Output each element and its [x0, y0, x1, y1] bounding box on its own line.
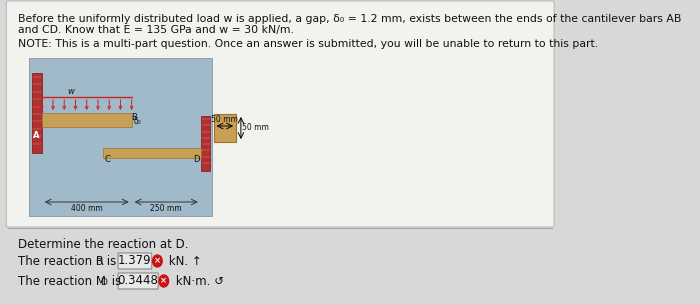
Text: D: D: [193, 155, 200, 164]
Circle shape: [153, 255, 162, 267]
Text: Before the uniformly distributed load w is applied, a gap, δ₀ = 1.2 mm, exists b: Before the uniformly distributed load w …: [18, 14, 681, 24]
Text: NOTE: This is a multi-part question. Once an answer is submitted, you will be un: NOTE: This is a multi-part question. Onc…: [18, 39, 598, 49]
Circle shape: [159, 275, 169, 287]
Text: 50 mm: 50 mm: [242, 124, 270, 132]
Bar: [214, 114, 236, 142]
Text: and CD. Know that E = 135 GPa and w = 30 kN/m.: and CD. Know that E = 135 GPa and w = 30…: [18, 25, 293, 35]
Bar: [29, 58, 212, 216]
Text: 50 mm: 50 mm: [211, 115, 238, 124]
Text: The reaction M: The reaction M: [18, 275, 106, 288]
FancyBboxPatch shape: [6, 1, 554, 227]
Text: 400 mm: 400 mm: [71, 204, 103, 213]
Bar: [32, 73, 42, 153]
Text: δ₀: δ₀: [134, 117, 142, 126]
Bar: [103, 148, 201, 158]
FancyBboxPatch shape: [118, 273, 158, 289]
Bar: [42, 113, 132, 127]
Text: Determine the reaction at D.: Determine the reaction at D.: [18, 238, 188, 251]
Text: ×: ×: [154, 257, 161, 265]
Text: is: is: [108, 275, 121, 288]
Text: C: C: [104, 155, 111, 164]
Text: ×: ×: [160, 277, 167, 285]
Text: D: D: [96, 258, 102, 267]
Text: 1.379: 1.379: [118, 254, 152, 267]
FancyBboxPatch shape: [118, 253, 152, 269]
Text: A: A: [33, 131, 39, 140]
Text: kN. ↑: kN. ↑: [165, 255, 202, 268]
Text: The reaction R: The reaction R: [18, 255, 104, 268]
Text: is: is: [103, 255, 116, 268]
Text: w: w: [67, 87, 74, 96]
Text: 250 mm: 250 mm: [150, 204, 182, 213]
Bar: [201, 116, 211, 171]
Text: 0.3448: 0.3448: [118, 274, 158, 288]
Text: kN·m. ↺: kN·m. ↺: [172, 275, 224, 288]
Text: D: D: [100, 278, 107, 287]
Text: B: B: [131, 113, 136, 122]
